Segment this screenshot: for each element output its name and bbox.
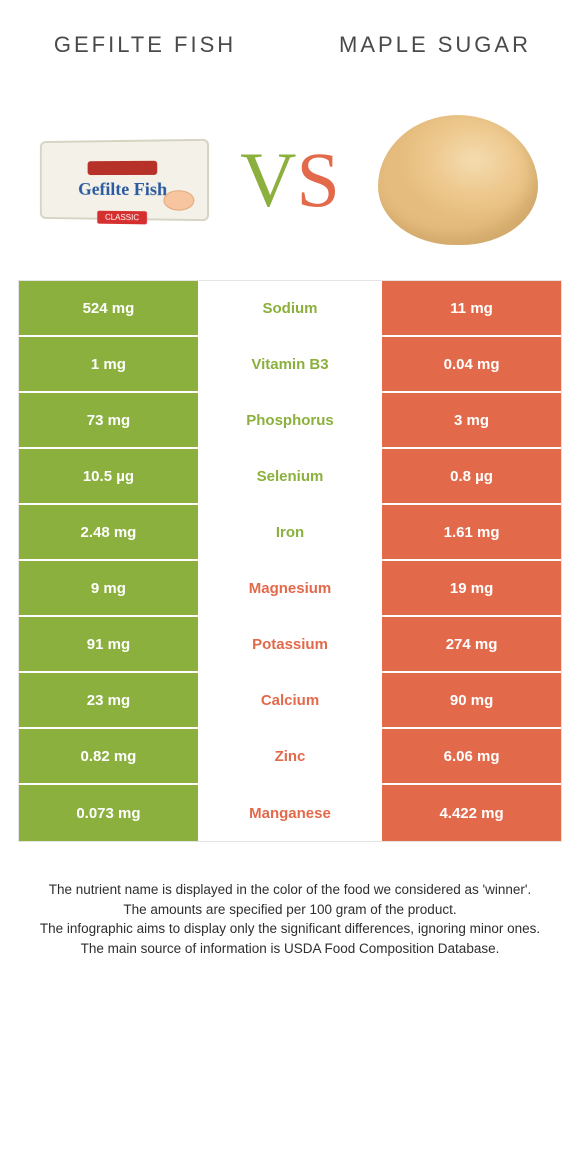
- comparison-table-wrap: 524 mgSodium11 mg1 mgVitamin B30.04 mg73…: [0, 270, 580, 842]
- cell-right-value: 274 mg: [382, 617, 561, 673]
- cell-nutrient-name: Manganese: [198, 785, 382, 841]
- vs-s: S: [296, 136, 339, 223]
- cell-right-value: 0.8 µg: [382, 449, 561, 505]
- table-row: 23 mgCalcium90 mg: [19, 673, 561, 729]
- cell-right-value: 90 mg: [382, 673, 561, 729]
- gefilte-fish-illustration: Gefilte Fish CLASSIC: [40, 139, 209, 221]
- cell-left-value: 524 mg: [19, 281, 198, 337]
- table-row: 2.48 mgIron1.61 mg: [19, 505, 561, 561]
- header-left-title: GEFILTE FISH: [0, 32, 290, 58]
- table-row: 73 mgPhosphorus3 mg: [19, 393, 561, 449]
- vs-label: VS: [240, 135, 340, 225]
- table-row: 91 mgPotassium274 mg: [19, 617, 561, 673]
- cell-nutrient-name: Vitamin B3: [198, 337, 382, 393]
- fish-box-label: Gefilte Fish: [78, 178, 167, 199]
- cell-left-value: 23 mg: [19, 673, 198, 729]
- cell-left-value: 0.82 mg: [19, 729, 198, 785]
- cell-right-value: 4.422 mg: [382, 785, 561, 841]
- cell-nutrient-name: Iron: [198, 505, 382, 561]
- product-image-right: [373, 95, 543, 265]
- table-row: 1 mgVitamin B30.04 mg: [19, 337, 561, 393]
- footer-notes: The nutrient name is displayed in the co…: [0, 842, 580, 958]
- footer-line-3: The infographic aims to display only the…: [30, 919, 550, 939]
- cell-nutrient-name: Sodium: [198, 281, 382, 337]
- footer-line-2: The amounts are specified per 100 gram o…: [30, 900, 550, 920]
- cell-right-value: 11 mg: [382, 281, 561, 337]
- cell-left-value: 2.48 mg: [19, 505, 198, 561]
- cell-right-value: 1.61 mg: [382, 505, 561, 561]
- cell-left-value: 1 mg: [19, 337, 198, 393]
- footer-line-1: The nutrient name is displayed in the co…: [30, 880, 550, 900]
- table-row: 0.073 mgManganese4.422 mg: [19, 785, 561, 841]
- maple-sugar-illustration: [378, 105, 538, 255]
- comparison-table: 524 mgSodium11 mg1 mgVitamin B30.04 mg73…: [18, 280, 562, 842]
- fish-box-tag: CLASSIC: [97, 211, 147, 225]
- cell-left-value: 10.5 µg: [19, 449, 198, 505]
- cell-right-value: 6.06 mg: [382, 729, 561, 785]
- header: GEFILTE FISH MAPLE SUGAR: [0, 0, 580, 90]
- vs-v: V: [240, 136, 296, 223]
- cell-left-value: 9 mg: [19, 561, 198, 617]
- cell-nutrient-name: Zinc: [198, 729, 382, 785]
- cell-right-value: 0.04 mg: [382, 337, 561, 393]
- table-row: 0.82 mgZinc6.06 mg: [19, 729, 561, 785]
- footer-line-4: The main source of information is USDA F…: [30, 939, 550, 959]
- cell-left-value: 91 mg: [19, 617, 198, 673]
- header-right-title: MAPLE SUGAR: [290, 32, 580, 58]
- product-image-left: Gefilte Fish CLASSIC: [37, 95, 207, 265]
- cell-left-value: 0.073 mg: [19, 785, 198, 841]
- cell-nutrient-name: Phosphorus: [198, 393, 382, 449]
- hero-row: Gefilte Fish CLASSIC VS: [0, 90, 580, 270]
- table-row: 9 mgMagnesium19 mg: [19, 561, 561, 617]
- cell-nutrient-name: Potassium: [198, 617, 382, 673]
- table-row: 524 mgSodium11 mg: [19, 281, 561, 337]
- table-row: 10.5 µgSelenium0.8 µg: [19, 449, 561, 505]
- cell-nutrient-name: Calcium: [198, 673, 382, 729]
- cell-nutrient-name: Selenium: [198, 449, 382, 505]
- cell-right-value: 19 mg: [382, 561, 561, 617]
- cell-nutrient-name: Magnesium: [198, 561, 382, 617]
- cell-left-value: 73 mg: [19, 393, 198, 449]
- cell-right-value: 3 mg: [382, 393, 561, 449]
